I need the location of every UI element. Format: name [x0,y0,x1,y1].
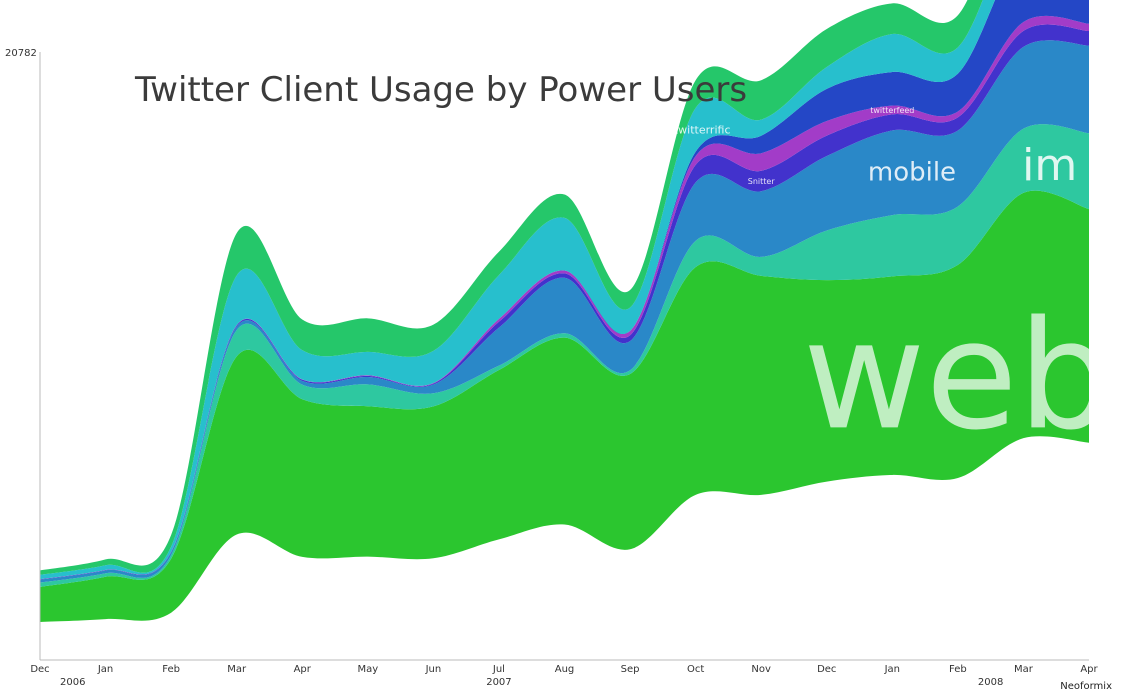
year-labels: 2006 2007 2008 [60,677,1003,688]
series-label-web: web [803,289,1113,463]
x-tick-label: Nov [751,664,771,675]
year-label: 2006 [60,677,85,688]
x-tick-label: May [357,664,378,675]
y-max-tick-label: 20782 [5,48,37,59]
axes: 20782 [5,48,1089,661]
x-tick-label: Aug [555,664,575,675]
series-labels: webimmobileSnittertwitterfeedtwhirltwitt… [674,106,1113,463]
x-tick-label: Mar [227,664,247,675]
series-label-im: im [1022,140,1077,191]
x-tick-label: Apr [294,664,312,675]
series-label-twitterrific: twitterrific [674,124,731,137]
x-tick-label: Oct [687,664,704,675]
series-label-snitter: Snitter [748,177,776,186]
year-label: 2007 [486,677,511,688]
stream-layer-txt [40,0,983,575]
x-tick-label: Jan [884,664,900,675]
series-label-twitterfeed: twitterfeed [870,106,914,115]
x-tick-label: Feb [949,664,967,675]
x-tick-label: Apr [1080,664,1098,675]
year-label: 2008 [978,677,1003,688]
stream-layer-im [40,124,1089,587]
x-tick-label: Sep [621,664,640,675]
x-tick-label: Jan [97,664,113,675]
credit-label: Neoformix [1060,681,1112,692]
x-tick-label: Dec [817,664,836,675]
chart-title: Twitter Client Usage by Power Users [134,70,747,110]
stream-layer-twhirl [40,0,1089,580]
x-tick-labels: Dec Jan Feb Mar Apr May Jun Jul Aug Sep Oct Nov Dec J… [30,664,1098,675]
x-tick-label: Mar [1014,664,1034,675]
x-tick-label: Jul [492,664,505,675]
stream-layer-mobile [40,40,1089,583]
stream-layers [40,0,1089,622]
stream-layer-web [40,190,1089,622]
x-tick-label: Feb [162,664,180,675]
series-label-mobile: mobile [868,157,956,187]
x-tick-label: Dec [30,664,49,675]
x-tick-label: Jun [425,664,442,675]
stream-layer-twitterrific [40,0,995,580]
